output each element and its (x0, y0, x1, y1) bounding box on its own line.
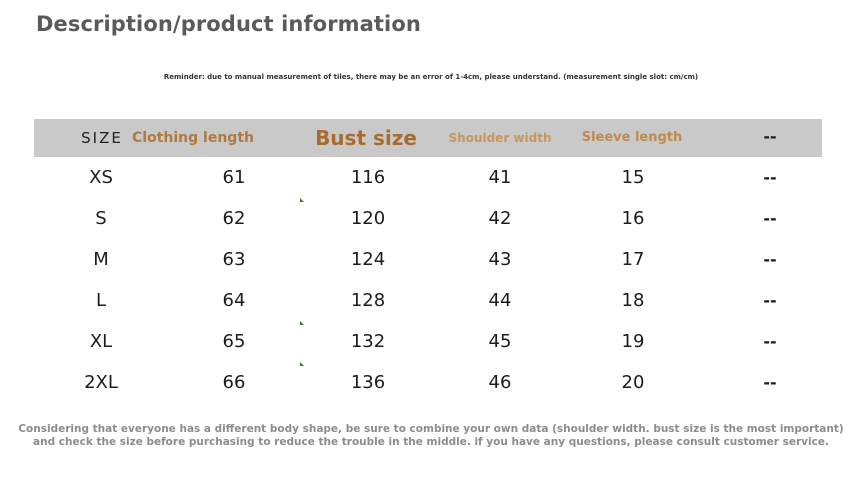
shoulder-width-cell: 42 (488, 208, 512, 229)
measurement-reminder: Reminder: due to manual measurement of t… (163, 73, 699, 81)
shoulder-width-cell: 44 (488, 290, 512, 311)
green-tick-mark (300, 321, 304, 325)
clothing-length-cell: 64 (222, 290, 246, 311)
table-row: XL 65 132 45 19 -- (34, 321, 822, 362)
size-advice-line: Considering that everyone has a differen… (18, 423, 844, 435)
table-row: L 64 128 44 18 -- (34, 280, 822, 321)
size-advice-note: Considering that everyone has a differen… (0, 423, 862, 449)
table-row: M 63 124 43 17 -- (34, 239, 822, 280)
sleeve-length-cell: 17 (621, 249, 645, 270)
extra-cell: -- (763, 209, 777, 228)
header-size: SIZE (81, 129, 123, 147)
bust-size-cell: 116 (350, 167, 386, 188)
size-cell: L (95, 290, 107, 311)
size-cell: 2XL (84, 372, 118, 393)
extra-cell: -- (763, 291, 777, 310)
bust-size-cell: 136 (350, 372, 386, 393)
green-tick-mark (300, 362, 304, 366)
extra-cell: -- (763, 250, 777, 269)
bust-size-cell: 120 (350, 208, 386, 229)
header-clothing-length: Clothing length (132, 130, 254, 146)
shoulder-width-cell: 43 (488, 249, 512, 270)
page-title: Description/product information (36, 12, 421, 36)
table-row: 2XL 66 136 46 20 -- (34, 362, 822, 403)
size-cell: XS (89, 167, 113, 188)
extra-cell: -- (763, 168, 777, 187)
bust-size-cell: 128 (350, 290, 386, 311)
sleeve-length-cell: 19 (621, 331, 645, 352)
shoulder-width-cell: 45 (488, 331, 512, 352)
bust-size-cell: 132 (350, 331, 386, 352)
shoulder-width-cell: 41 (488, 167, 512, 188)
header-sleeve-length: Sleeve length (581, 130, 683, 145)
clothing-length-cell: 62 (222, 208, 246, 229)
size-cell: XL (89, 331, 113, 352)
sleeve-length-cell: 20 (621, 372, 645, 393)
clothing-length-cell: 63 (222, 249, 246, 270)
size-cell: M (93, 249, 109, 270)
size-table-header: SIZE Clothing length Bust size Shoulder … (34, 119, 822, 157)
bust-size-cell: 124 (350, 249, 386, 270)
sleeve-length-cell: 18 (621, 290, 645, 311)
header-bust-size: Bust size (315, 126, 417, 150)
shoulder-width-cell: 46 (488, 372, 512, 393)
green-tick-mark (300, 198, 304, 202)
clothing-length-cell: 65 (222, 331, 246, 352)
header-extra: -- (763, 127, 777, 146)
sleeve-length-cell: 16 (621, 208, 645, 229)
table-row: S 62 120 42 16 -- (34, 198, 822, 239)
size-advice-line: and check the size before purchasing to … (33, 436, 829, 448)
extra-cell: -- (763, 332, 777, 351)
sleeve-length-cell: 15 (621, 167, 645, 188)
clothing-length-cell: 66 (222, 372, 246, 393)
extra-cell: -- (763, 373, 777, 392)
clothing-length-cell: 61 (222, 167, 246, 188)
size-cell: S (95, 208, 107, 229)
header-shoulder-width: Shoulder width (448, 131, 552, 145)
table-row: XS 61 116 41 15 -- (34, 157, 822, 198)
